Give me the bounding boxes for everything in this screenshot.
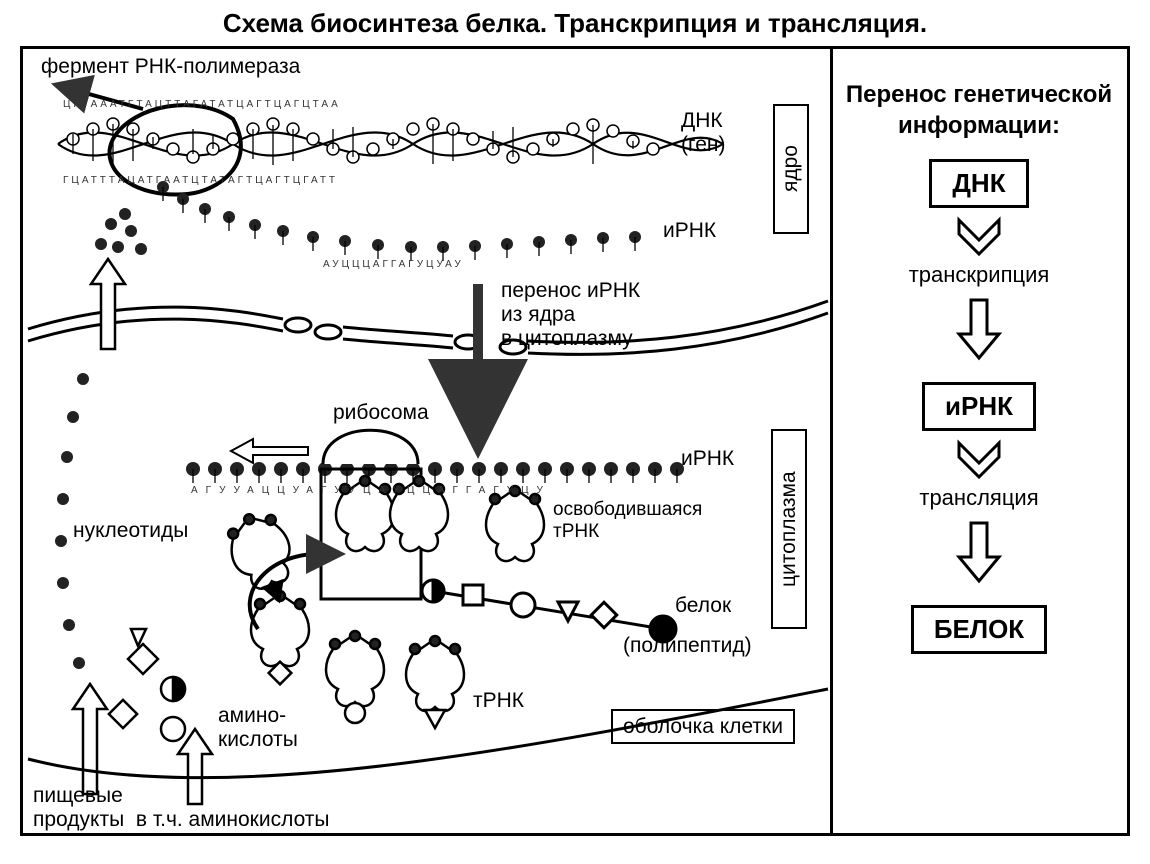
cytoplasm-box: цитоплазма <box>771 429 807 629</box>
protein-label: белок <box>675 594 731 618</box>
food-label: пищевые продукты в т.ч. аминокислоты <box>33 784 330 832</box>
outer-frame: фермент РНК-полимераза ДНК (ген) иРНК яд… <box>20 46 1130 836</box>
enzyme-label: фермент РНК-полимераза <box>41 55 300 79</box>
polypeptide-label: (полипептид) <box>623 634 752 658</box>
chevron-icon <box>949 439 1009 481</box>
nucleotide-cluster <box>95 208 147 255</box>
membrane-box: оболочка клетки <box>611 709 795 744</box>
canvas: Схема биосинтеза белка. Транскрипция и т… <box>0 0 1150 864</box>
right-panel: Перенос генетической информации: ДНК тра… <box>831 49 1127 833</box>
flow-step-transcription: транскрипция <box>831 262 1127 288</box>
trna-released <box>486 486 544 561</box>
dna-bottom-sequence: ГЦАТТТАЦАТГААТЦТАТАГТЦАГТЦГАТТ <box>63 175 338 186</box>
mrna-sequence: АУЦЦЦАГГАГУЦУАУ <box>323 259 464 270</box>
diagram-title: Схема биосинтеза белка. Транскрипция и т… <box>0 8 1150 39</box>
ribo-mrna-sequence: АГУУАЦЦУАГУУЦАУЦЦАГГАГУЦУ <box>191 485 551 496</box>
released-trna-label: освободившаяся тРНК <box>553 499 702 543</box>
down-arrow-icon <box>949 519 1009 587</box>
flow-box-protein: БЕЛОК <box>911 605 1047 654</box>
mrna-label-top: иРНК <box>663 219 716 243</box>
trna-label: тРНК <box>473 689 524 713</box>
dna-top-sequence: ЦГТАААТГТАЦТТАГАТАТЦАГТЦАГЦТАА <box>63 99 341 110</box>
left-panel: фермент РНК-полимераза ДНК (ген) иРНК яд… <box>23 49 833 833</box>
nuclear-membrane <box>28 301 828 354</box>
mrna-label-mid: иРНК <box>681 447 734 471</box>
right-heading: Перенос генетической информации: <box>831 79 1127 141</box>
down-arrow-icon <box>949 296 1009 364</box>
nucleus-box: ядро <box>773 104 809 234</box>
nucleotides-label: нуклеотиды <box>73 519 188 543</box>
flow-box-dna: ДНК <box>929 159 1028 208</box>
flow-step-translation: трансляция <box>831 485 1127 511</box>
ribosome-label: рибосома <box>333 401 429 425</box>
chevron-icon <box>949 216 1009 258</box>
flow-box-mrna: иРНК <box>922 382 1036 431</box>
amino-label: амино- кислоты <box>218 704 298 752</box>
dna-nucleotides <box>67 118 659 167</box>
nucleotide-export-arrow <box>91 259 125 349</box>
amino-acid-icons <box>109 629 185 741</box>
transfer-label: перенос иРНК из ядра в цитоплазму <box>501 279 640 351</box>
dna-label: ДНК (ген) <box>681 109 725 157</box>
polypeptide <box>421 580 676 642</box>
